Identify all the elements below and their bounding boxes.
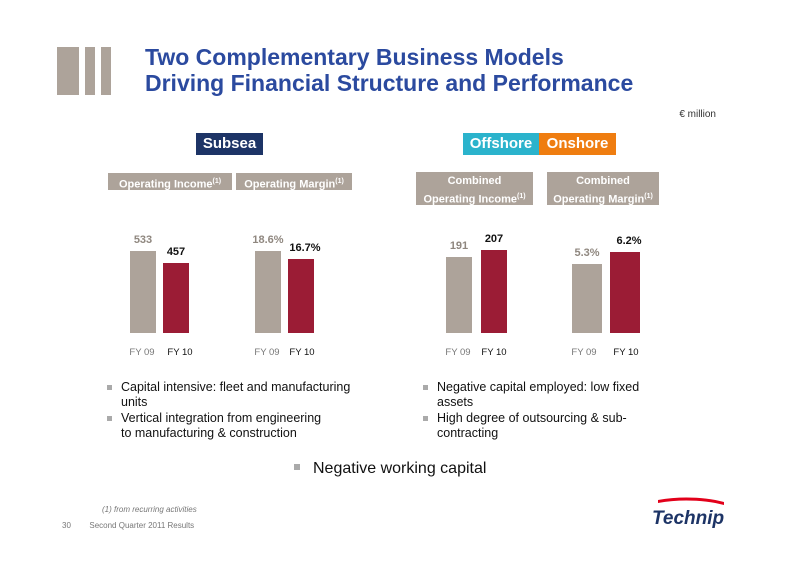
header-combined-margin: Combined Operating Margin(1) <box>547 172 659 206</box>
data-label: 6.2% <box>616 235 642 247</box>
bar-3-fy-09 <box>446 257 472 333</box>
offshore-label: Offshore <box>463 133 539 155</box>
title-line-1: Two Complementary Business Models <box>145 44 564 70</box>
list-item: Negative capital employed: low fixed asse… <box>422 380 682 410</box>
bar-1-fy-10 <box>163 263 189 333</box>
title-line-2: Driving Financial Structure and Performa… <box>145 70 634 96</box>
brand-text: Technip <box>652 508 724 529</box>
tick-label: FY 09 <box>254 347 280 358</box>
page-title: Two Complementary Business Models Drivin… <box>145 44 633 96</box>
bottom-bullet: Negative working capital <box>294 460 486 478</box>
bullets-offshore-onshore: Negative capital employed: low fixed asse… <box>422 380 682 442</box>
tick-label: FY 09 <box>129 347 155 358</box>
bar-3-fy-10 <box>481 250 507 333</box>
decorative-bars <box>57 47 113 95</box>
unit-label: € million <box>679 109 716 120</box>
data-label: 16.7% <box>289 242 321 254</box>
footnote-mark: (1) <box>335 178 344 185</box>
tick-label: FY 09 <box>445 347 471 358</box>
data-label: 18.6% <box>252 234 284 246</box>
bar-4-fy-09 <box>572 264 602 333</box>
tick-label: FY 09 <box>571 347 597 358</box>
list-item: High degree of outsourcing & sub-contrac… <box>422 411 682 441</box>
technip-logo: Technip <box>652 497 724 529</box>
tick-label: FY 10 <box>167 347 193 358</box>
page-number: 30 <box>62 521 71 530</box>
tick-label: FY 10 <box>289 347 315 358</box>
list-item: Vertical integration from engineering to … <box>106 411 396 441</box>
footnote: (1) from recurring activities <box>102 505 197 514</box>
data-label: 533 <box>133 234 153 246</box>
bar-1-fy-09 <box>130 251 156 333</box>
subsea-label: Subsea <box>196 133 263 155</box>
list-item: Capital intensive: fleet and manufacturi… <box>106 380 396 410</box>
data-label: 457 <box>166 246 186 258</box>
bar-2-fy-10 <box>288 259 314 333</box>
bar-4-fy-10 <box>610 252 640 333</box>
data-label: 207 <box>484 233 504 245</box>
footer: 30 Second Quarter 2011 Results <box>62 521 194 530</box>
bar-2-fy-09 <box>255 251 281 333</box>
data-label: 191 <box>449 240 469 252</box>
bullets-subsea: Capital intensive: fleet and manufacturi… <box>106 380 396 442</box>
tick-label: FY 10 <box>481 347 507 358</box>
data-label: 5.3% <box>574 247 600 259</box>
footer-text: Second Quarter 2011 Results <box>89 521 195 530</box>
header-combined-income: Combined Operating Income(1) <box>416 172 533 206</box>
header-operating-income: Operating Income(1) <box>108 173 232 191</box>
header-operating-margin: Operating Margin(1) <box>236 173 352 191</box>
footnote-mark: (1) <box>212 178 222 185</box>
onshore-label: Onshore <box>539 133 616 155</box>
tick-label: FY 10 <box>613 347 639 358</box>
